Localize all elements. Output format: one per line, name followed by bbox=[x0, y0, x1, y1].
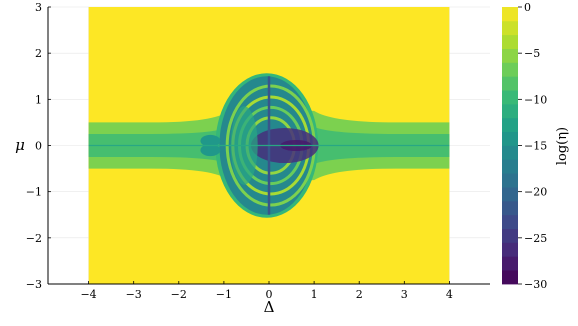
x-tick-label: −1 bbox=[216, 288, 232, 301]
colorbar-level bbox=[502, 62, 518, 77]
y-tick-label: 3 bbox=[35, 1, 42, 14]
side-bubble-1 bbox=[200, 144, 221, 157]
colorbar-level bbox=[502, 90, 518, 105]
colorbar-level bbox=[502, 48, 518, 63]
side-bubble-0 bbox=[200, 134, 221, 147]
colorbar-level bbox=[502, 270, 518, 285]
colorbar-level bbox=[502, 145, 518, 160]
colorbar-tick-label: −5 bbox=[524, 47, 540, 60]
colorbar-level bbox=[502, 131, 518, 146]
colorbar-tick-label: −20 bbox=[524, 186, 547, 199]
colorbar-label: log(η) bbox=[555, 127, 570, 165]
y-tick-label: 2 bbox=[35, 47, 42, 60]
y-tick-label: −2 bbox=[26, 232, 42, 245]
x-tick-label: −3 bbox=[126, 288, 142, 301]
colorbar-level bbox=[502, 256, 518, 271]
colorbar-level bbox=[502, 76, 518, 91]
colorbar-level bbox=[502, 7, 518, 22]
colorbar-tick-label: −30 bbox=[524, 278, 547, 291]
y-axis-label: μ bbox=[15, 136, 25, 154]
y-tick-label: −3 bbox=[26, 278, 42, 291]
x-tick-label: 0 bbox=[266, 288, 273, 301]
x-tick-label: 4 bbox=[446, 288, 453, 301]
colorbar-tick-label: −10 bbox=[524, 93, 547, 106]
tick-labels: −4 −3 −2 −1 0 1 2 3 4 −3 −2 −1 0 1 2 3 bbox=[26, 1, 453, 301]
colorbar-level bbox=[502, 200, 518, 216]
colorbar-level bbox=[502, 242, 518, 257]
colorbar-tick-label: −25 bbox=[524, 232, 547, 245]
y-tick-label: −1 bbox=[26, 186, 42, 199]
colorbar-level bbox=[502, 34, 518, 49]
x-tick-label: −4 bbox=[80, 288, 96, 301]
colorbar-level bbox=[502, 173, 518, 188]
colorbar-level bbox=[502, 228, 518, 243]
colorbar: 0 −5 −10 −15 −20 −25 −30 bbox=[502, 1, 547, 291]
heatmap-area bbox=[88, 7, 450, 284]
x-tick-label: 1 bbox=[311, 288, 318, 301]
x-axis-label: Δ bbox=[264, 298, 275, 316]
x-tick-label: 3 bbox=[401, 288, 408, 301]
y-tick-label: 0 bbox=[35, 140, 42, 153]
colorbar-tick-label: 0 bbox=[524, 1, 531, 14]
colorbar-level bbox=[502, 103, 518, 119]
x-tick-label: 2 bbox=[356, 288, 363, 301]
colorbar-level bbox=[502, 214, 518, 229]
colorbar-tick-label: −15 bbox=[524, 140, 547, 153]
x-tick-label: −2 bbox=[171, 288, 187, 301]
colorbar-level bbox=[502, 187, 518, 202]
y-tick-label: 1 bbox=[35, 93, 42, 106]
colorbar-level bbox=[502, 159, 518, 174]
colorbar-level bbox=[502, 20, 518, 36]
colorbar-level bbox=[502, 117, 518, 133]
